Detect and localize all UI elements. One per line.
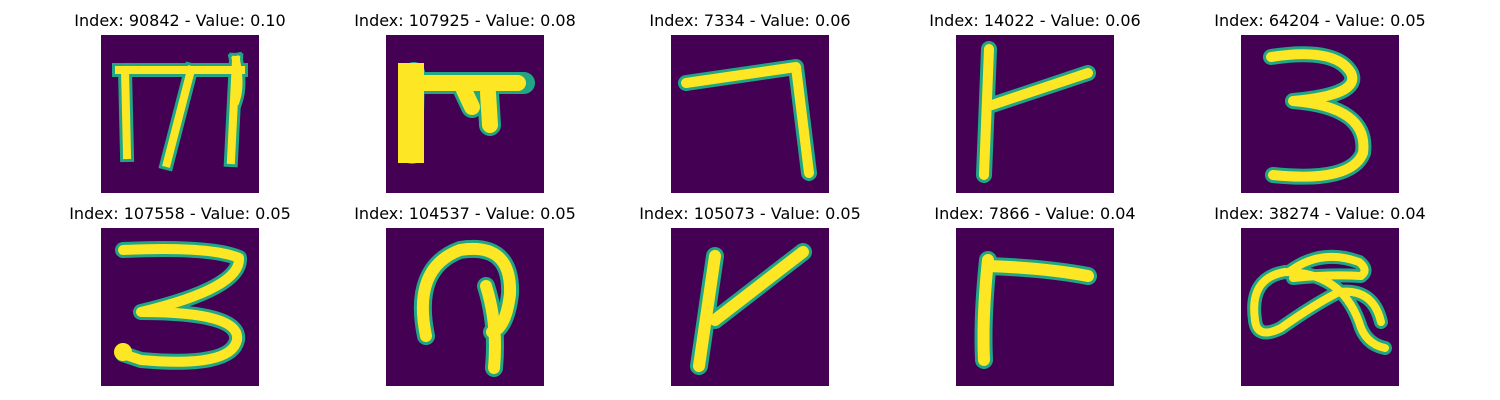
glyph-image [1241,228,1399,386]
glyph-image [101,35,259,193]
glyph-image [956,228,1114,386]
panel-title: Index: 14022 - Value: 0.06 [929,11,1141,30]
glyph-image [1241,35,1399,193]
panel-title: Index: 107558 - Value: 0.05 [69,204,291,223]
panel-title: Index: 64204 - Value: 0.05 [1214,11,1426,30]
panel-title: Index: 7334 - Value: 0.06 [649,11,851,30]
panel-title: Index: 104537 - Value: 0.05 [354,204,576,223]
glyph-image [671,35,829,193]
glyph-image [101,228,259,386]
glyph-image [386,35,544,193]
panel-title: Index: 90842 - Value: 0.10 [74,11,286,30]
panel-title: Index: 105073 - Value: 0.05 [639,204,861,223]
panel-title: Index: 107925 - Value: 0.08 [354,11,576,30]
glyph-image [671,228,829,386]
glyph-image [956,35,1114,193]
panel-title: Index: 38274 - Value: 0.04 [1214,204,1426,223]
panel-title: Index: 7866 - Value: 0.04 [934,204,1136,223]
glyph-image [386,228,544,386]
